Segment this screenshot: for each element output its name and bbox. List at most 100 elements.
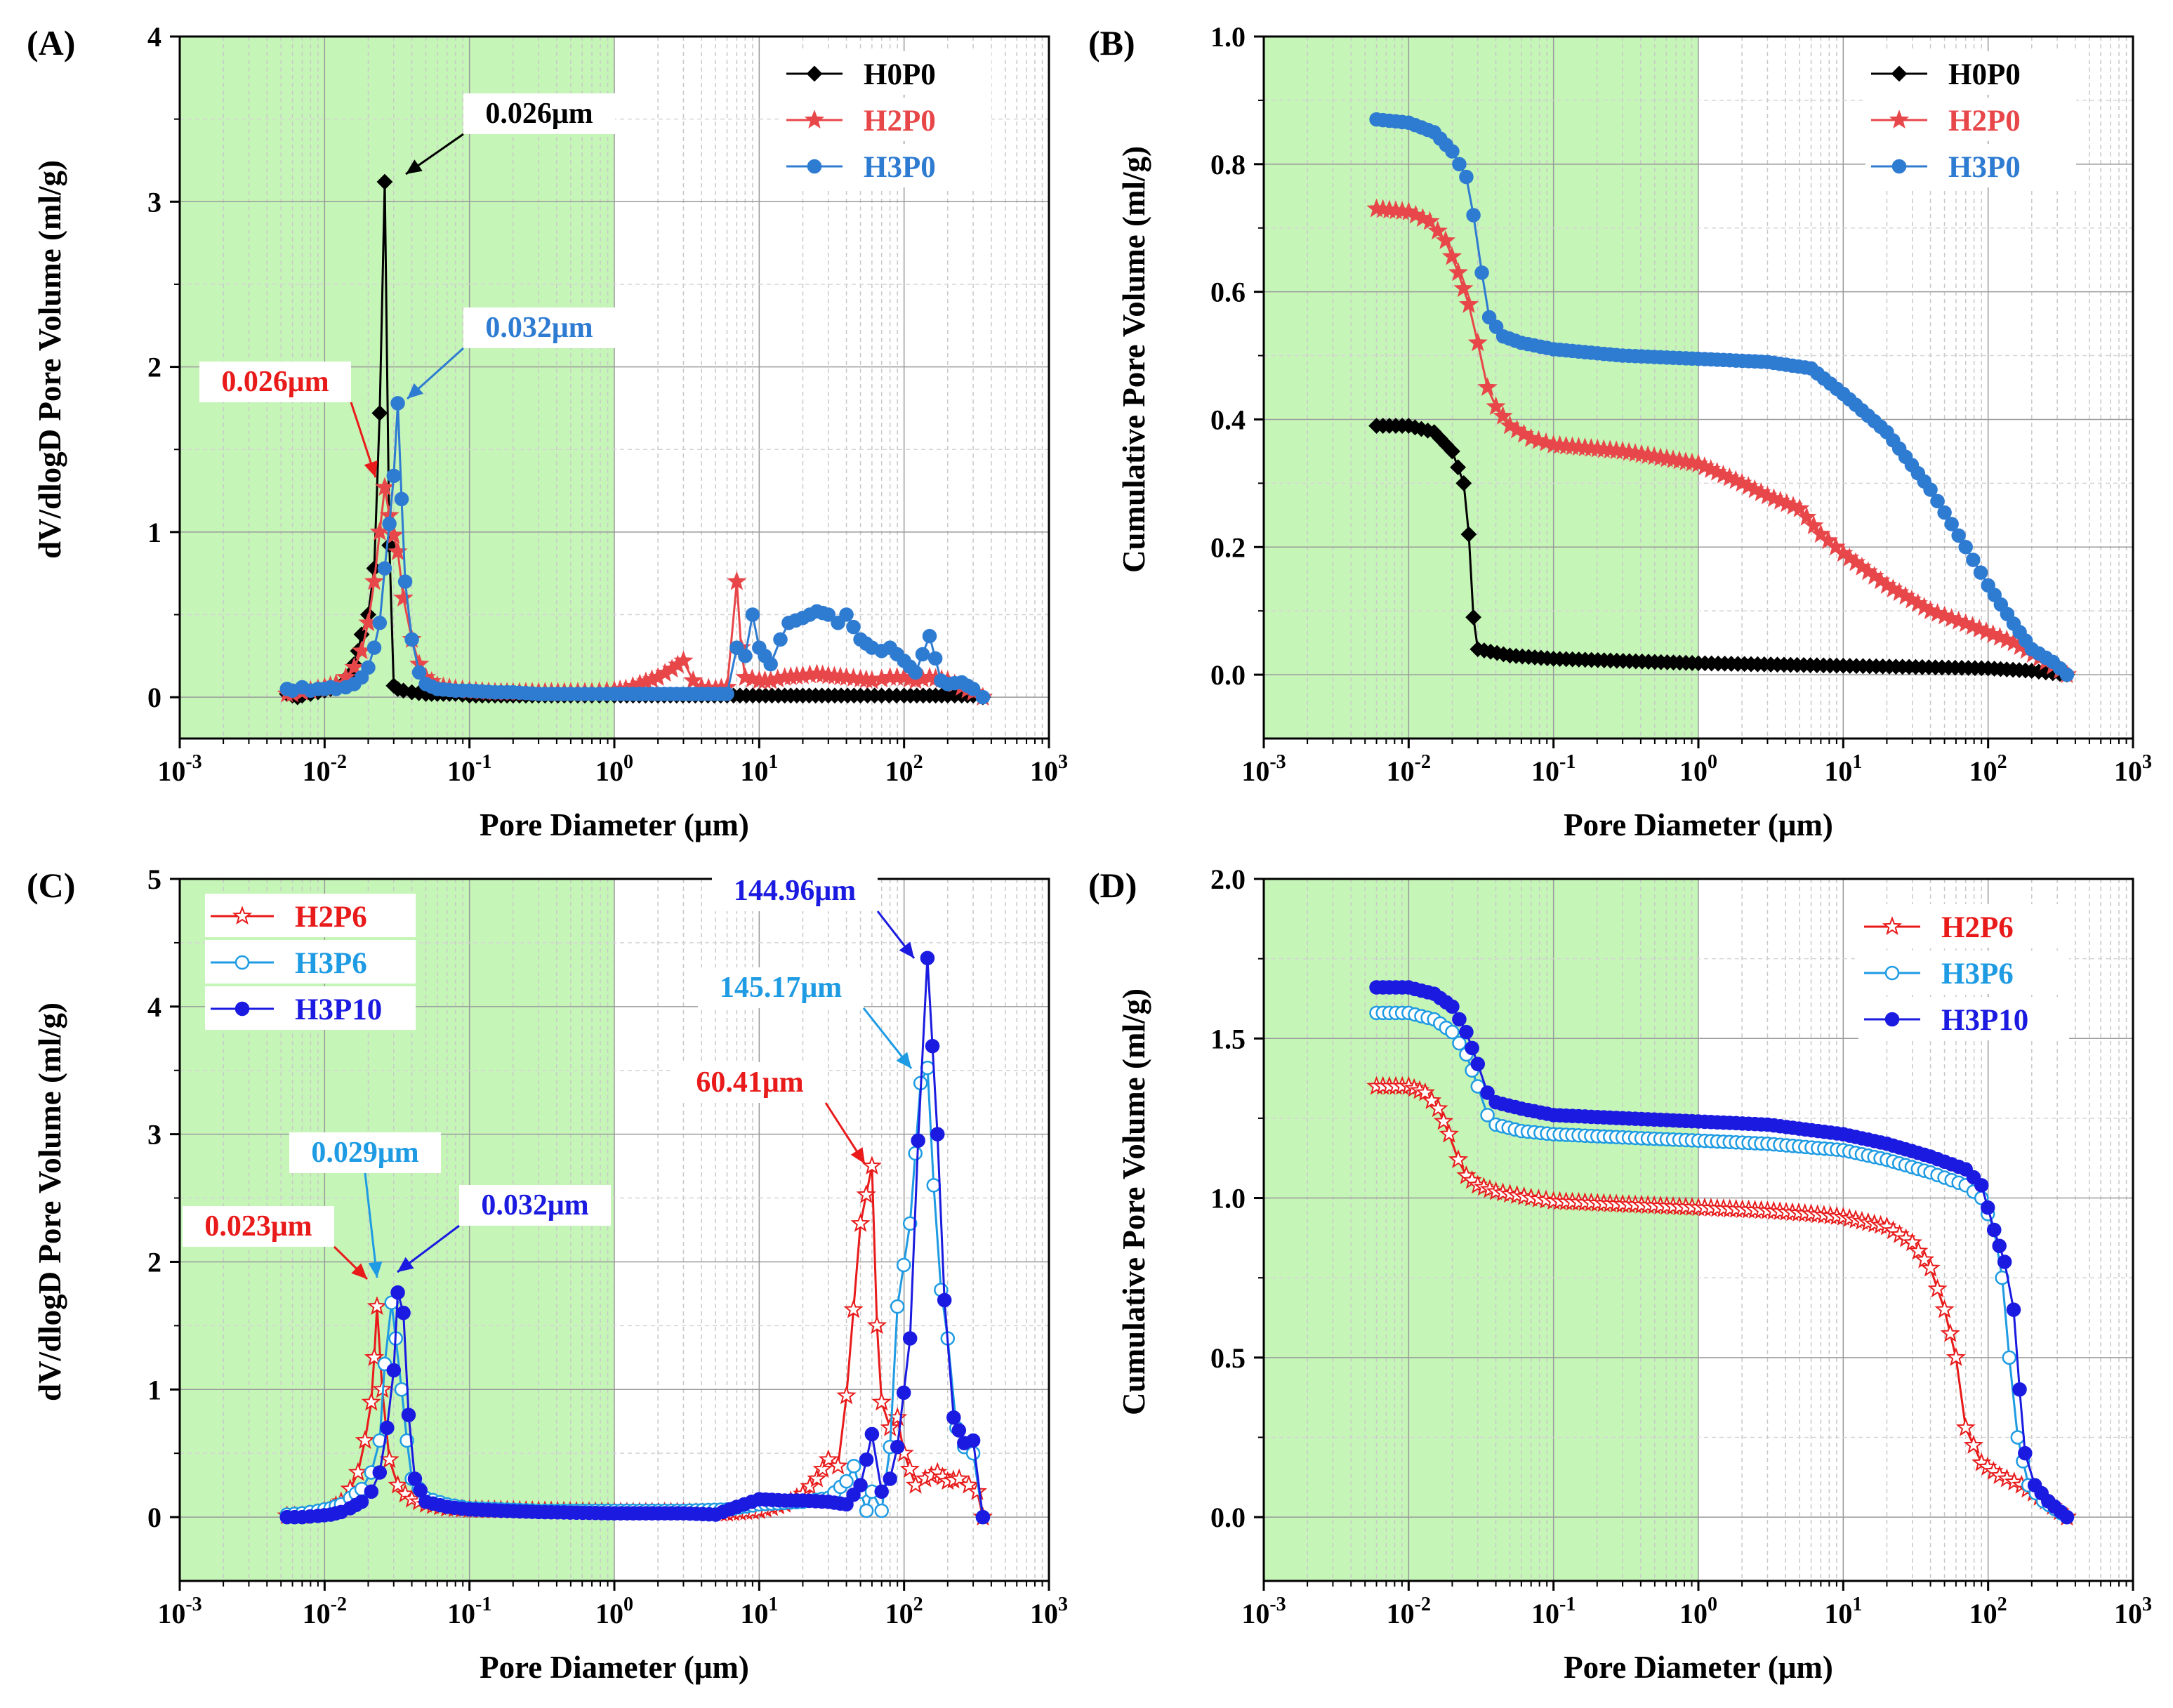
x-tick-label: 102 [1969,751,2007,787]
annotation-label: 0.032μm [481,1189,588,1222]
tick-base: 10 [2114,755,2142,787]
data-point [925,1038,940,1054]
data-point [1467,332,1488,352]
tick-base: 10 [1241,1598,1269,1629]
annotation-bg [459,1185,611,1226]
y-tick-label: 0 [147,1502,161,1533]
y-tick-label: 0.0 [1210,659,1246,691]
data-point [965,1433,981,1448]
x-tick-label: 102 [885,1594,923,1629]
panel-letter: (B) [1088,23,1135,62]
data-point [1470,1057,1486,1071]
tick-exponent: 2 [913,1594,923,1615]
annotation-bg [183,1206,334,1247]
tick-exponent: 3 [1058,751,1068,773]
legend-item: H3P6 [205,940,416,984]
data-point [1434,1111,1454,1130]
x-axis-title: Pore Diameter (μm) [1564,807,1833,842]
y-tick-label: 0.6 [1210,277,1246,308]
data-point [354,670,369,685]
data-point [937,1292,952,1308]
tick-base: 10 [447,755,475,787]
data-point [1997,1254,2012,1269]
annotation-label: 144.96μm [734,875,856,907]
y-axis-title: dV/dlogD Pore Volume (ml/g) [32,1002,67,1401]
x-tick-label: 101 [740,751,778,787]
data-point [1460,526,1477,543]
x-tick-label: 100 [595,751,633,787]
data-point [745,607,760,622]
tick-base: 10 [303,755,331,787]
data-point [1951,528,1966,543]
y-tick-label: 0.8 [1210,149,1246,180]
data-point [371,405,388,421]
tick-base: 10 [595,755,623,787]
legend-label: H2P6 [1941,911,2014,944]
tick-base: 10 [1679,755,1708,787]
annotation: 0.032μm [397,1185,611,1273]
panel-letter: (D) [1088,866,1137,905]
annotation: 145.17μm [698,967,913,1069]
x-tick-label: 10-1 [1531,1594,1576,1629]
tick-exponent: 1 [1852,1594,1862,1615]
tick-base: 10 [740,755,768,787]
data-point [2002,1350,2017,1365]
legend-label: H3P10 [1941,1004,2028,1037]
data-point [812,1459,833,1478]
tick-exponent: 3 [2142,751,2152,773]
data-point [411,665,427,680]
annotation-bg [289,1132,441,1173]
legend-label: H2P0 [1948,105,2021,138]
legend-marker [1891,159,1907,174]
data-point [883,1471,897,1486]
tick-exponent: 2 [1997,1594,2007,1615]
data-point [965,682,981,696]
data-point [831,616,845,630]
data-point [908,665,923,680]
annotation-arrowhead [406,159,423,174]
tick-base: 10 [1030,755,1058,787]
data-point [390,396,405,411]
tick-base: 10 [885,755,913,787]
tick-base: 10 [1030,1598,1058,1629]
data-point [388,1474,408,1494]
data-point [1459,1024,1474,1040]
y-tick-label: 2 [147,1246,161,1278]
tick-exponent: 3 [1058,1594,1068,1615]
tick-exponent: -2 [1415,751,1431,773]
data-point [366,1296,388,1316]
x-tick-label: 102 [885,751,923,787]
tick-exponent: 2 [1997,751,2007,773]
data-point [890,1439,905,1455]
data-point [386,1363,402,1378]
tick-base: 10 [157,755,185,787]
data-point [1415,1082,1435,1101]
data-point [1488,319,1504,334]
data-point [839,1497,854,1512]
annotation-label: 60.41μm [696,1066,803,1099]
annotation-arrowhead [351,1263,367,1279]
legend: H0P0 H2P0 H3P0 [781,51,991,187]
data-point [927,651,943,666]
tick-base: 10 [2114,1598,2142,1629]
data-point [381,537,398,554]
legend-marker [1882,916,1903,936]
tick-exponent: -1 [1559,751,1576,773]
legend-label: H0P0 [864,58,936,91]
tick-base: 10 [595,1598,623,1629]
data-point [1452,1035,1467,1051]
annotation-arrowhead [407,383,424,399]
annotation-bg [199,362,351,402]
legend-item: H2P6 [205,894,416,937]
data-point [354,1495,369,1509]
annotation-arrowhead [899,941,914,958]
y-tick-label: 1.5 [1210,1023,1246,1054]
legend: H2P6 H3P6 H3P10 [1858,904,2069,1040]
y-axis-title: dV/dlogD Pore Volume (ml/g) [32,160,67,559]
annotation-label: 0.032μm [485,312,593,344]
legend: H0P0 H2P0 H3P0 [1865,51,2076,187]
x-tick-label: 102 [1969,1594,2007,1629]
panel-letter: (A) [27,23,75,62]
legend-item: H3P10 [205,986,416,1030]
